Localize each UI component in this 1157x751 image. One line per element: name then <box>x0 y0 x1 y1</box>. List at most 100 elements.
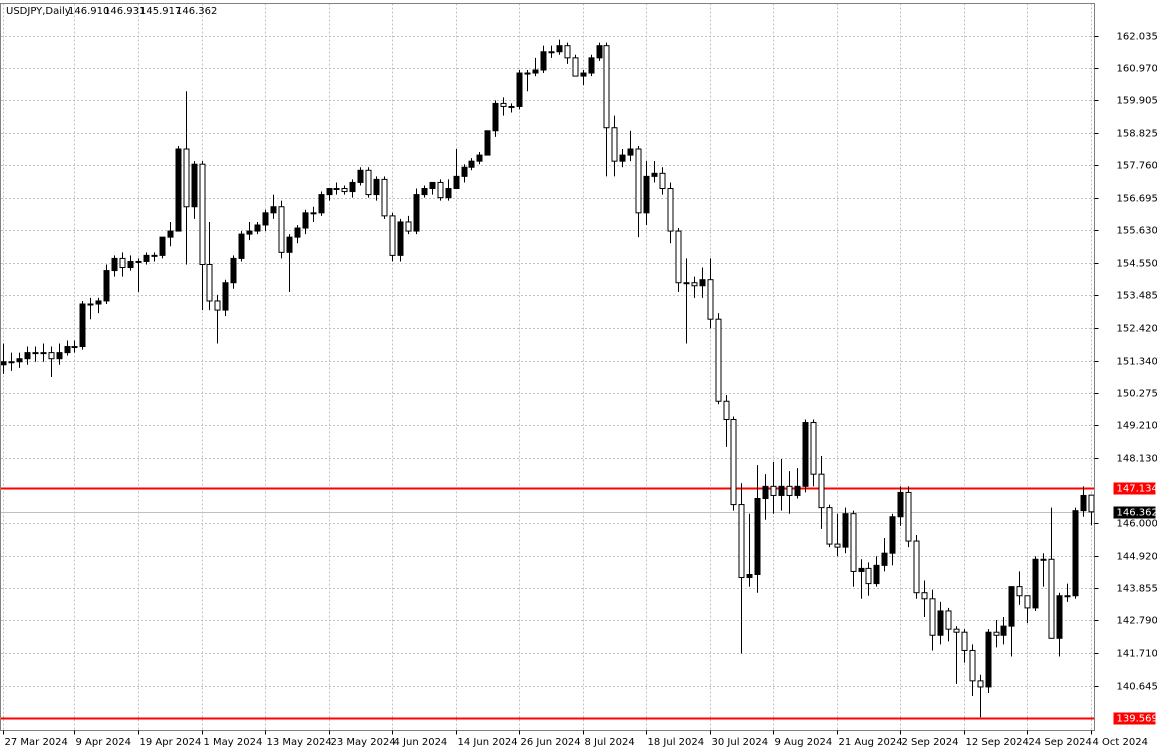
candle-body <box>858 567 865 572</box>
x-tick-label: 26 Jun 2024 <box>521 737 581 748</box>
y-tick-label: 141.710 <box>1117 649 1157 660</box>
candle-body <box>159 236 166 256</box>
candle-body <box>151 254 158 257</box>
level-label-box <box>1113 712 1156 725</box>
level-label: 147.134 <box>1117 484 1157 495</box>
candle-body <box>588 57 595 74</box>
candle-body <box>64 346 71 354</box>
candle-body <box>294 227 301 238</box>
candle-body <box>945 610 952 630</box>
candle-body <box>1088 494 1095 513</box>
plot-frame <box>0 3 1095 731</box>
candle-body <box>881 552 888 566</box>
candle-body <box>762 485 769 499</box>
candle-body <box>1040 558 1047 561</box>
ohlc-close: 146.362 <box>176 6 217 17</box>
candle-body <box>691 282 698 287</box>
y-tick-label: 140.645 <box>1117 682 1157 693</box>
candle-body <box>1016 586 1023 597</box>
candle-body <box>770 485 777 496</box>
candle-body <box>897 491 904 518</box>
candle-body <box>643 175 650 214</box>
candle-body <box>985 631 992 688</box>
candle-body <box>818 473 825 509</box>
candle-body <box>659 172 666 190</box>
candle-body <box>302 212 309 229</box>
candle-body <box>40 352 47 355</box>
candle-body <box>842 513 849 548</box>
candle-body <box>707 279 714 320</box>
x-tick-label: 14 Jun 2024 <box>458 737 518 748</box>
candle-body <box>405 221 412 232</box>
candle-body <box>373 178 380 196</box>
candle-body <box>341 188 348 193</box>
candle-body <box>834 543 841 548</box>
x-tick-label: 12 Sep 2024 <box>966 737 1029 748</box>
y-tick-label: 153.485 <box>1117 291 1157 302</box>
candle-body <box>48 352 55 360</box>
x-tick-label: 19 Apr 2024 <box>140 737 202 748</box>
candle-body <box>667 188 674 232</box>
x-tick-label: 23 May 2024 <box>331 737 396 748</box>
candle-body <box>786 485 793 496</box>
candle-body <box>873 564 880 585</box>
candle-body <box>167 230 174 238</box>
candle-body <box>468 160 475 168</box>
candle-body <box>627 148 634 156</box>
candle-body <box>95 300 102 305</box>
y-tick-label: 149.210 <box>1117 421 1157 432</box>
candle-body <box>143 254 150 262</box>
x-tick-label: 13 May 2024 <box>267 737 332 748</box>
level-label: 139.569 <box>1117 714 1157 725</box>
x-tick-label: 4 Jun 2024 <box>394 737 448 748</box>
y-tick-label: 142.790 <box>1117 616 1157 627</box>
candle-body <box>492 102 499 132</box>
candle-body <box>993 631 1000 636</box>
candle-body <box>318 194 325 214</box>
candle-body <box>24 352 31 360</box>
candle-body <box>937 610 944 636</box>
candle-body <box>453 175 460 190</box>
ohlc-high: 146.931 <box>104 6 145 17</box>
candle-body <box>746 573 753 579</box>
candle-body <box>135 260 142 263</box>
x-tick-label: 8 Jul 2024 <box>585 737 635 748</box>
candle-body <box>611 127 618 162</box>
y-tick-label: 156.695 <box>1117 194 1157 205</box>
levels <box>1 487 1095 720</box>
x-tick-label: 18 Jul 2024 <box>648 737 705 748</box>
y-tick-label: 146.000 <box>1117 519 1157 530</box>
candle-body <box>524 72 531 75</box>
candle-body <box>389 215 396 256</box>
candle-body <box>56 352 63 360</box>
candle-body <box>826 507 833 545</box>
candle-body <box>175 148 182 232</box>
y-tick-label: 143.855 <box>1117 584 1157 595</box>
candle-body <box>500 102 507 107</box>
candle-body <box>1056 595 1063 639</box>
candle-body <box>333 188 340 191</box>
candle-body <box>794 485 801 496</box>
candle-body <box>580 72 587 77</box>
candle-body <box>32 352 39 355</box>
y-tick-label: 152.420 <box>1117 324 1157 335</box>
candle-body <box>778 485 785 496</box>
candles <box>0 39 1095 718</box>
candle-body <box>1064 595 1071 598</box>
y-tick-label: 144.920 <box>1117 552 1157 563</box>
candle-body <box>238 233 245 259</box>
candle-body <box>1008 586 1015 627</box>
candle-body <box>969 649 976 682</box>
candle-body <box>365 169 372 196</box>
candle-body <box>310 212 317 215</box>
candle-body <box>738 504 745 579</box>
candle-body <box>556 45 563 53</box>
candle-body <box>1000 625 1007 636</box>
candle-body <box>905 491 912 542</box>
x-tick-label: 27 Mar 2024 <box>5 737 68 748</box>
candle-body <box>87 303 94 306</box>
candle-body <box>548 51 555 54</box>
ohlc-open: 146.910 <box>68 6 109 17</box>
candle-body <box>723 400 730 420</box>
